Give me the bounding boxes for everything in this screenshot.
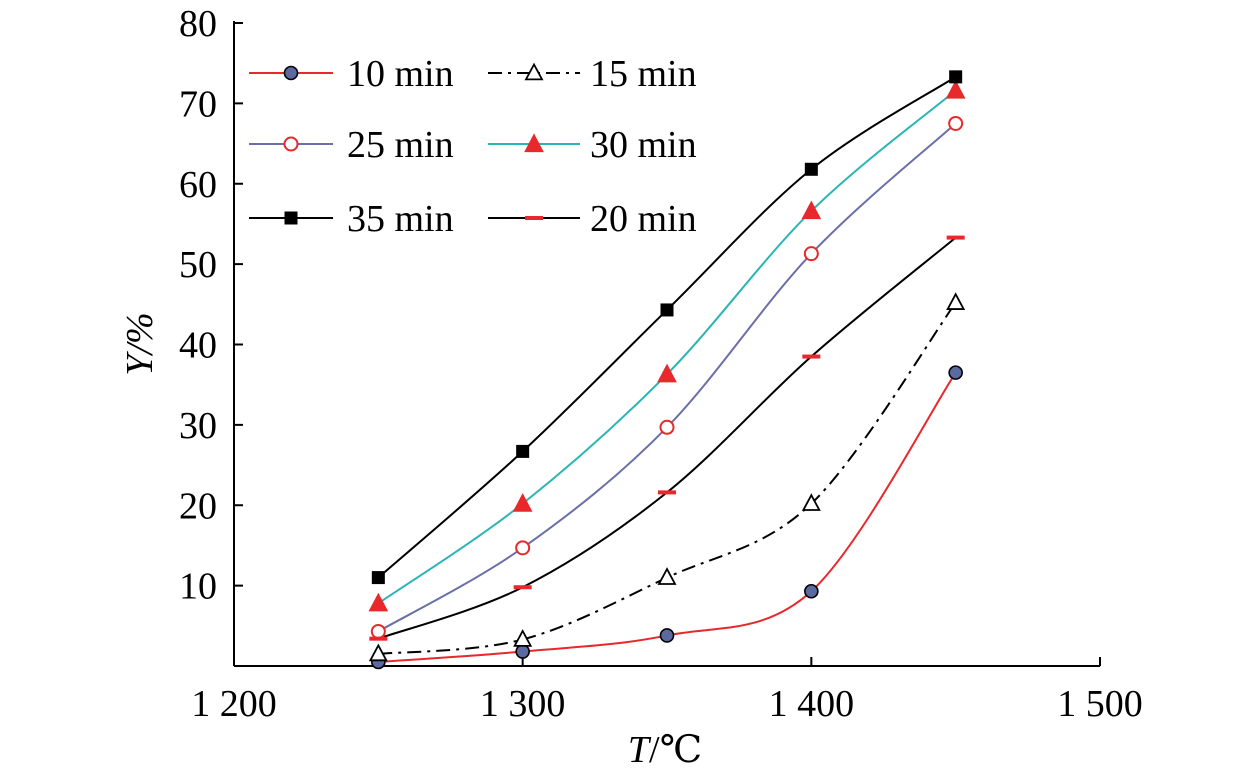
- legend-label-30-min: 30 min: [590, 124, 697, 166]
- legend-label-35-min: 35 min: [347, 198, 454, 240]
- data-point-25-min: [515, 540, 531, 556]
- legend-label-15-min: 15 min: [590, 53, 697, 95]
- series-line-15-min: [378, 302, 957, 655]
- legend-label-20-min: 20 min: [590, 198, 697, 240]
- data-point-35-min: [660, 303, 674, 317]
- x-tick-label: 1 200: [191, 683, 277, 725]
- data-point-25-min: [803, 246, 819, 262]
- data-point-10-min: [804, 583, 819, 599]
- data-point-35-min: [371, 571, 385, 585]
- data-point-30-min: [512, 493, 533, 512]
- legend-label-25-min: 25 min: [347, 124, 454, 166]
- y-axis-variable: Y: [119, 351, 161, 376]
- data-point-15-min: [513, 629, 533, 647]
- y-tick-label: 70: [179, 83, 217, 125]
- y-tick-label: 20: [179, 485, 217, 527]
- legend: 10 min 15 min 25 min 30 min 35 min 20 min: [249, 53, 697, 240]
- legend-label-10-min: 10 min: [347, 53, 454, 95]
- data-point-25-min: [948, 115, 964, 131]
- data-point-15-min: [368, 643, 388, 662]
- x-axis-unit: /℃: [649, 729, 702, 771]
- x-axis-title: T/℃: [628, 729, 702, 771]
- data-point-10-min: [948, 365, 963, 380]
- legend-marker-30-min: [524, 133, 544, 153]
- data-point-20-min: [802, 354, 821, 359]
- series-line-30-min: [377, 89, 957, 605]
- series-markers: [368, 70, 966, 670]
- data-point-25-min: [659, 419, 675, 435]
- x-tick-label: 1 500: [1057, 683, 1143, 725]
- y-axis-unit: /%: [119, 312, 161, 356]
- legend-marker-20-min: [525, 216, 543, 220]
- data-point-30-min: [945, 79, 966, 99]
- data-point-10-min: [515, 644, 530, 659]
- data-point-20-min: [513, 585, 532, 590]
- y-tick-label: 40: [179, 325, 217, 367]
- legend-marker-35-min: [284, 211, 298, 225]
- data-point-15-min: [801, 493, 821, 511]
- legend-marker-10-min: [283, 65, 299, 81]
- data-point-30-min: [657, 363, 677, 383]
- y-tick-label: 50: [179, 244, 217, 286]
- data-point-10-min: [659, 628, 675, 643]
- legend-marker-15-min: [524, 62, 544, 81]
- data-point-20-min: [946, 235, 965, 240]
- y-tick-label: 30: [179, 405, 217, 447]
- data-point-35-min: [516, 444, 530, 458]
- data-point-15-min: [657, 567, 677, 585]
- x-tick-label: 1 300: [480, 683, 566, 725]
- series-line-10-min: [378, 372, 957, 663]
- data-point-25-min: [370, 623, 386, 639]
- x-axis-variable: T: [628, 729, 652, 771]
- y-tick-label: 80: [179, 3, 217, 45]
- data-point-20-min: [658, 490, 676, 495]
- legend-marker-25-min: [283, 136, 299, 152]
- y-tick-label: 10: [179, 566, 217, 608]
- data-point-30-min: [801, 200, 822, 220]
- data-point-35-min: [949, 70, 963, 84]
- data-point-35-min: [804, 162, 818, 176]
- axes: 10 20 30 40 50 60 70 80 1 200 1 300 1 400 1 500: [179, 3, 1143, 725]
- data-point-15-min: [946, 292, 966, 310]
- y-axis-title: Y/%: [119, 312, 161, 375]
- y-tick-label: 60: [179, 164, 217, 206]
- data-point-30-min: [368, 592, 389, 612]
- data-point-20-min: [369, 636, 388, 641]
- x-tick-label: 1 400: [769, 683, 855, 725]
